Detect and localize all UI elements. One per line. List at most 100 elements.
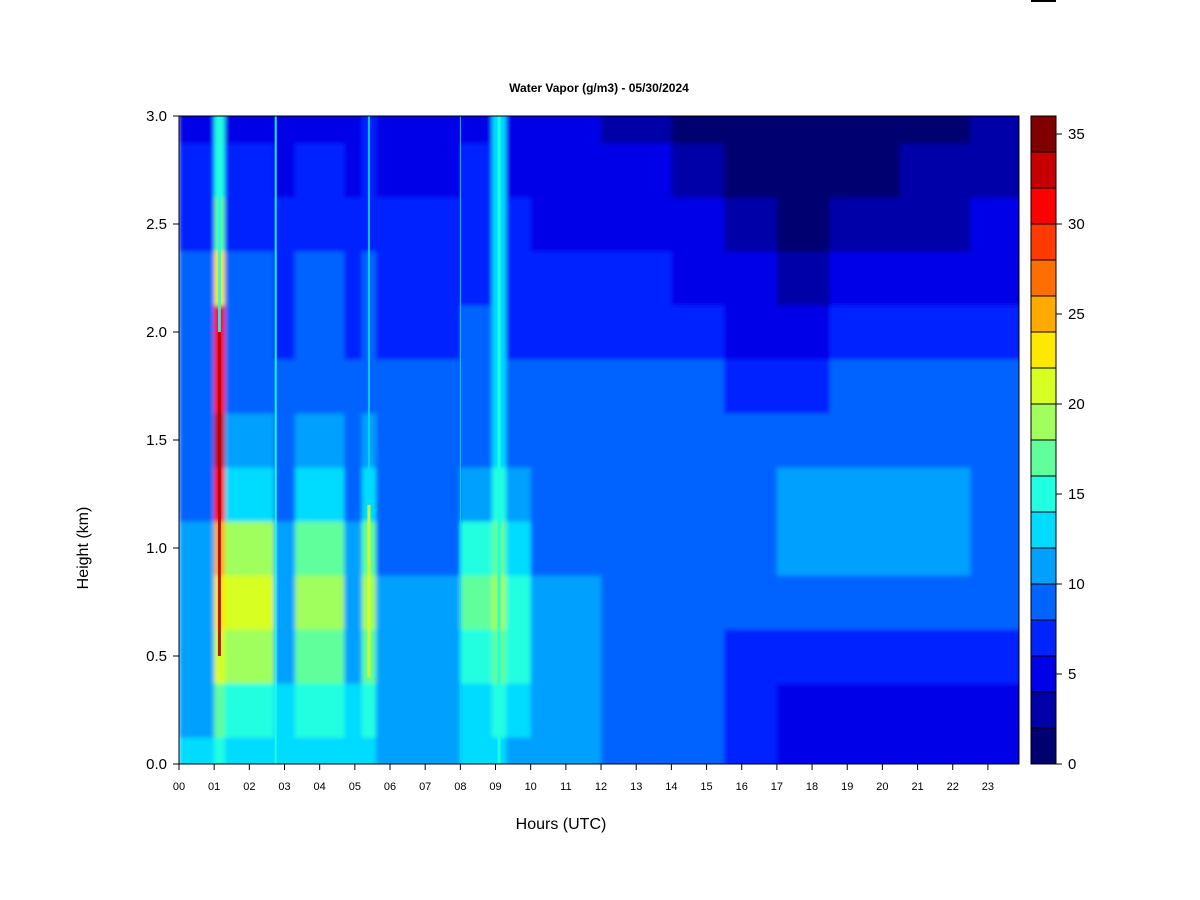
heatmap-cell [273, 521, 296, 576]
heatmap-cell [724, 737, 778, 764]
heatmap-cell [776, 413, 831, 468]
x-tick-label: 13 [630, 781, 642, 793]
heatmap-cell [344, 737, 363, 764]
heatmap-cell [530, 116, 602, 144]
x-tick-label: 19 [841, 781, 853, 793]
heatmap-cell [776, 467, 831, 522]
y-tick-label: 2.0 [146, 324, 167, 341]
heatmap-cell [724, 467, 778, 522]
heatmap-cell [224, 521, 275, 576]
heatmap-cell [273, 251, 296, 306]
heatmap-cell [273, 143, 296, 198]
heatmap-cell [214, 629, 226, 684]
heatmap-cell [970, 629, 1019, 684]
y-axis: 0.0 0.5 1.0 1.5 2.0 2.5 3.0 [146, 108, 179, 773]
heatmap-cell [671, 251, 725, 306]
heatmap-streak [459, 116, 461, 764]
heatmap-cell [224, 575, 275, 630]
heatmap-cell [776, 359, 831, 414]
heatmap-cell [460, 143, 493, 198]
heatmap-cell [224, 305, 275, 360]
heatmap-cell [601, 629, 672, 684]
y-tick-label: 1.5 [146, 432, 167, 449]
x-tick-label: 07 [419, 781, 431, 793]
heatmap-cell [724, 521, 778, 576]
heatmap-cell [344, 251, 363, 306]
heatmap-cell [344, 467, 363, 522]
colorbar-swatch [1030, 151, 1057, 189]
heatmap-cell [224, 116, 275, 144]
heatmap-cell [375, 737, 461, 764]
heatmap-cell [214, 683, 226, 738]
heatmap-cell [724, 683, 778, 738]
heatmap-cell [776, 521, 831, 576]
heatmap-cell [361, 737, 377, 764]
heatmap-cell [295, 359, 345, 414]
heatmap-cell [460, 251, 493, 306]
heatmap-cell [295, 413, 345, 468]
heatmap-cell [776, 305, 831, 360]
colorbar-swatch [1030, 295, 1057, 333]
colorbar-swatch [1030, 187, 1057, 225]
heatmap-cell [273, 413, 296, 468]
heatmap-cell [295, 305, 345, 360]
heatmap-cell [970, 251, 1019, 306]
heatmap-streak [497, 116, 501, 764]
heatmap-cell [375, 413, 461, 468]
heatmap-cell [375, 521, 461, 576]
heatmap-cell [671, 413, 725, 468]
heatmap-cell [724, 143, 778, 198]
y-axis-title: Height (km) [75, 507, 92, 590]
x-tick-label: 14 [665, 781, 677, 793]
colorbar-swatch [1030, 655, 1057, 693]
colorbar-swatch [1030, 475, 1057, 513]
heatmap-cell [776, 143, 831, 198]
heatmap-cell [295, 521, 345, 576]
heatmap-cell [179, 116, 215, 144]
heatmap-streak [217, 116, 221, 332]
heatmap-cell [899, 359, 971, 414]
heatmap-streak [367, 504, 371, 678]
colorbar-swatch [1030, 691, 1057, 729]
heatmap-cell [970, 305, 1019, 360]
heatmap-cell [375, 116, 461, 144]
colorbar-swatch [1030, 619, 1057, 657]
x-tick-label: 01 [208, 781, 220, 793]
heatmap-cell [899, 251, 971, 306]
colorbar-tick-label: 25 [1068, 306, 1085, 323]
heatmap-cell [601, 251, 672, 306]
heatmap-cell [530, 305, 602, 360]
colorbar-tick-label: 35 [1068, 126, 1085, 143]
heatmap-cell [724, 197, 778, 252]
heatmap-cell [460, 521, 493, 576]
heatmap-cell [970, 575, 1019, 630]
heatmap-cell [970, 413, 1019, 468]
x-tick-label: 21 [911, 781, 923, 793]
y-tick-label: 0.0 [146, 756, 167, 773]
x-tick-label: 18 [806, 781, 818, 793]
heatmap-cell [179, 251, 215, 306]
x-tick-label: 08 [454, 781, 466, 793]
heatmap-cell [179, 737, 215, 764]
heatmap-cell [724, 251, 778, 306]
heatmap-cell [899, 143, 971, 198]
heatmap-cell [375, 575, 461, 630]
colorbar-swatch [1030, 367, 1057, 405]
heatmap-cell [899, 197, 971, 252]
heatmap-cell [179, 683, 215, 738]
heatmap-cell [601, 575, 672, 630]
heatmap-cell [460, 629, 493, 684]
heatmap-streaks [217, 116, 501, 764]
y-tick-label: 1.0 [146, 540, 167, 557]
heatmap-cell [601, 197, 672, 252]
colorbar-swatch [1030, 331, 1057, 369]
heatmap-cell [295, 683, 345, 738]
heatmap-cell [506, 737, 532, 764]
x-tick-label: 11 [560, 781, 571, 793]
heatmap-cell [460, 575, 493, 630]
colorbar-tick-label: 20 [1068, 396, 1085, 413]
heatmap-cell [224, 251, 275, 306]
x-tick-label: 16 [736, 781, 748, 793]
heatmap-cell [776, 683, 831, 738]
heatmap-cell [179, 359, 215, 414]
